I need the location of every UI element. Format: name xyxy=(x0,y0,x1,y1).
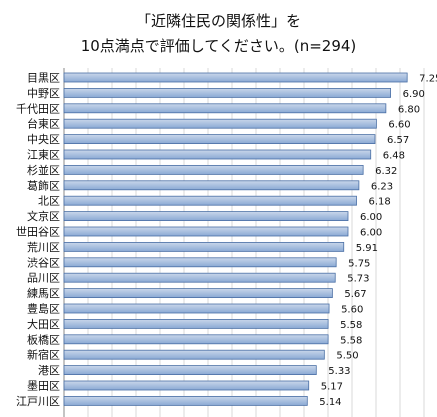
category-label: 板橋区 xyxy=(27,332,60,346)
category-label: 品川区 xyxy=(27,272,60,285)
value-label: 5.14 xyxy=(319,397,341,408)
chart-title-line-2: 10点満点で評価してください。(n=294) xyxy=(80,37,357,55)
bar xyxy=(63,149,372,160)
bar xyxy=(63,349,325,360)
value-label: 6.18 xyxy=(369,197,391,208)
bars xyxy=(63,72,408,406)
bar xyxy=(63,334,329,345)
value-label: 6.48 xyxy=(383,151,405,162)
value-label: 6.60 xyxy=(388,120,410,131)
value-label: 6.80 xyxy=(398,104,420,115)
category-label: 杉並区 xyxy=(27,163,60,177)
value-label: 5.50 xyxy=(336,351,358,362)
bar xyxy=(63,195,357,206)
category-label: 江戸川区 xyxy=(16,395,60,408)
value-label: 5.75 xyxy=(348,258,370,269)
value-label: 6.32 xyxy=(375,166,397,177)
category-label: 世田谷区 xyxy=(16,226,60,239)
bar xyxy=(63,226,349,237)
bar xyxy=(63,380,310,391)
category-label: 北区 xyxy=(38,195,60,208)
category-label: 葛飾区 xyxy=(27,179,60,192)
value-label: 5.58 xyxy=(340,320,362,331)
bar xyxy=(63,365,317,376)
category-label: 江東区 xyxy=(27,149,60,162)
bar xyxy=(63,134,376,145)
value-label: 5.17 xyxy=(321,382,343,393)
bar xyxy=(63,72,408,83)
bar xyxy=(63,103,387,114)
category-label: 渋谷区 xyxy=(27,256,60,269)
value-label: 6.57 xyxy=(387,135,409,146)
category-label: 練馬区 xyxy=(27,286,60,300)
value-label: 5.91 xyxy=(356,243,378,254)
category-label: 文京区 xyxy=(27,209,60,223)
category-label: 台東区 xyxy=(27,117,60,131)
category-label: 港区 xyxy=(38,364,60,377)
value-label: 5.67 xyxy=(344,289,366,300)
bar xyxy=(63,395,308,406)
category-label: 荒川区 xyxy=(27,241,60,254)
value-label: 6.23 xyxy=(371,181,393,192)
bar xyxy=(63,88,392,98)
value-label: 5.58 xyxy=(340,335,362,346)
category-label: 中野区 xyxy=(27,87,60,100)
value-label: 5.60 xyxy=(341,305,363,316)
value-label: 6.90 xyxy=(403,89,425,100)
value-label: 5.33 xyxy=(328,366,350,377)
value-label: 7.25 xyxy=(419,74,437,85)
bar xyxy=(63,288,333,299)
category-label: 千代田区 xyxy=(16,102,60,115)
bar xyxy=(63,303,330,314)
category-label: 墨田区 xyxy=(27,380,60,393)
category-label: 豊島区 xyxy=(27,302,60,316)
value-label: 6.00 xyxy=(360,212,382,223)
labels: 目黒区 7.25 中野区 6.90 千代田区 6.80 台東区 6.60 中央区 6.57 江東区 6… xyxy=(16,72,437,408)
category-label: 目黒区 xyxy=(27,72,60,85)
bar xyxy=(63,318,329,329)
bar xyxy=(63,272,336,283)
category-label: 中央区 xyxy=(27,133,60,146)
bar xyxy=(63,118,377,129)
bar xyxy=(63,180,360,191)
bar xyxy=(63,164,364,175)
bar xyxy=(63,211,349,222)
chart-title-line-1: 「近隣住民の関係性」を xyxy=(135,12,301,30)
category-label: 新宿区 xyxy=(27,348,60,362)
value-label: 6.00 xyxy=(360,228,382,239)
category-label: 大田区 xyxy=(27,317,60,331)
bar xyxy=(63,257,337,268)
value-label: 5.73 xyxy=(347,274,369,285)
bar xyxy=(63,241,345,252)
